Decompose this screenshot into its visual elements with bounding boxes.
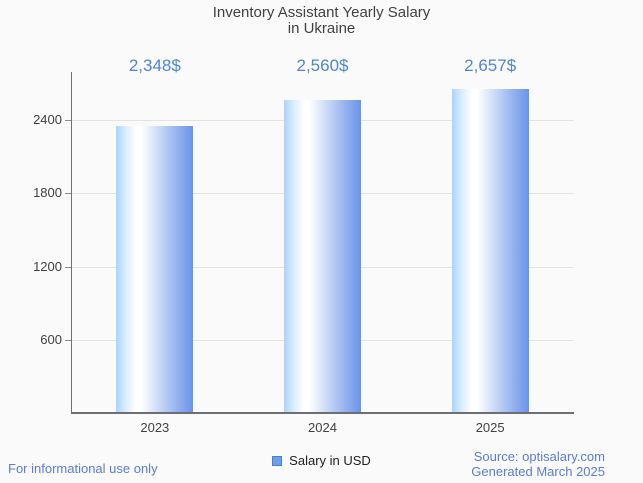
chart-title: Inventory Assistant Yearly Salary in Ukr… [0,5,643,37]
chart-title-line2: in Ukraine [287,20,356,37]
y-axis-tick-label: 1800 [33,185,62,201]
x-axis-line [71,412,574,414]
bar-2024[interactable] [284,100,361,413]
bar-2025[interactable] [451,88,529,413]
y-axis-tick-label: 2400 [33,112,62,127]
x-axis-tick-label: 2023 [140,420,170,435]
legend-swatch-icon [272,455,283,466]
y-axis-tick [65,339,71,341]
x-axis-tick-label: 2024 [308,420,337,435]
y-axis-tick [65,266,71,268]
bar-value-label: 2,560$ [296,56,349,75]
x-axis-tick-label: 2025 [475,420,505,435]
bar-2023[interactable] [116,126,194,413]
bar-value-label: 2,657$ [464,56,517,75]
y-axis-tick [65,120,71,121]
chart-title-line1: Inventory Assistant Yearly Salary [212,4,431,21]
source-line: Source: optisalary.com [473,449,605,464]
y-axis-tick-label: 1200 [33,258,62,274]
y-axis-tick-label: 600 [40,331,62,347]
disclaimer-note: For informational use only [8,461,158,476]
generated-date-line: Generated March 2025 [471,464,605,479]
y-axis-line [71,72,72,413]
source-attribution: Source: optisalary.com Generated March 2… [471,449,605,479]
y-axis-tick [65,193,71,195]
legend-label: Salary in USD [289,453,371,468]
legend: Salary in USD [0,453,643,468]
bar-value-label: 2,348$ [128,56,181,75]
